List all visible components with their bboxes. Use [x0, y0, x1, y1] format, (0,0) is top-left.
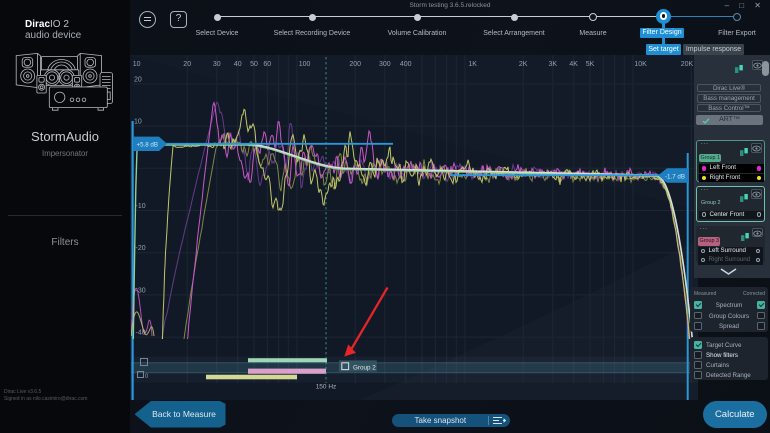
- svg-text:40: 40: [234, 61, 242, 68]
- svg-text:+5.8 dB: +5.8 dB: [137, 142, 159, 149]
- svg-text:20: 20: [183, 61, 191, 68]
- svg-text:60: 60: [263, 61, 271, 68]
- svg-text:10K: 10K: [634, 61, 647, 68]
- svg-text:1K: 1K: [468, 61, 477, 68]
- svg-text:400: 400: [400, 61, 412, 68]
- svg-text:50: 50: [250, 61, 258, 68]
- svg-text:Group 2: Group 2: [353, 364, 376, 371]
- svg-text:100: 100: [299, 61, 311, 68]
- svg-text:20K: 20K: [681, 61, 694, 68]
- svg-text:-40: -40: [136, 330, 146, 337]
- svg-text:-30: -30: [136, 287, 146, 294]
- svg-text:300: 300: [379, 61, 391, 68]
- svg-text:150 Hz: 150 Hz: [316, 384, 337, 391]
- svg-text:-1.7 dB: -1.7 dB: [665, 173, 685, 180]
- svg-text:20: 20: [134, 76, 142, 83]
- svg-text:-10: -10: [136, 203, 146, 210]
- svg-text:10: 10: [133, 61, 141, 68]
- svg-text:-20: -20: [136, 245, 146, 252]
- svg-text:2K: 2K: [519, 61, 528, 68]
- svg-text:200: 200: [349, 61, 361, 68]
- svg-text:3K: 3K: [549, 61, 558, 68]
- svg-text:0: 0: [145, 374, 149, 380]
- svg-text:4K: 4K: [569, 61, 578, 68]
- svg-text:5K: 5K: [586, 61, 595, 68]
- svg-text:30: 30: [213, 61, 221, 68]
- svg-text:10: 10: [134, 119, 142, 126]
